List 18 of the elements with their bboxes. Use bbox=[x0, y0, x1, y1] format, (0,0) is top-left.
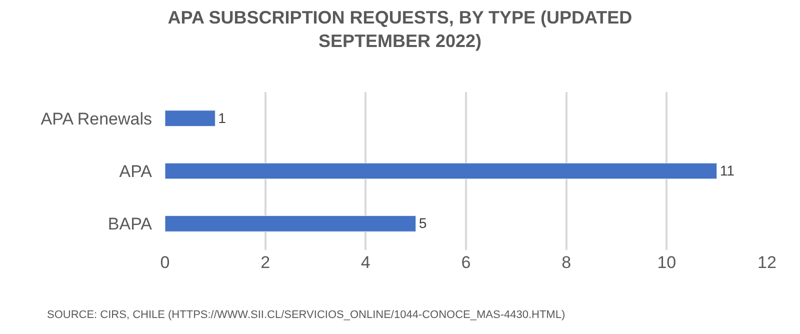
x-tick-label: 2 bbox=[260, 253, 270, 272]
x-tick-label: 8 bbox=[562, 253, 572, 272]
source-note: SOURCE: CIRS, CHILE (HTTPS://WWW.SII.CL/SERVICIOS_ONLINE/1044-CONOCE_MAS-4430.HTML) bbox=[47, 309, 566, 321]
chart-title: APA SUBSCRIPTION REQUESTS, BY TYPE (UPDATED SEPTEMBER 2022) bbox=[168, 7, 632, 51]
y-tick-label: APA Renewals bbox=[40, 109, 152, 128]
x-tick-label: 4 bbox=[360, 253, 370, 272]
x-tick-label: 10 bbox=[657, 253, 676, 272]
data-label: 5 bbox=[418, 215, 427, 232]
x-tick-label: 12 bbox=[758, 253, 776, 272]
bar bbox=[165, 110, 216, 126]
bar bbox=[165, 162, 718, 180]
bar bbox=[165, 216, 416, 232]
data-label: 11 bbox=[720, 162, 735, 179]
x-tick-label: 0 bbox=[160, 253, 170, 272]
data-label: 1 bbox=[218, 110, 226, 126]
y-tick-label: BAPA bbox=[108, 214, 153, 234]
x-tick-label: 6 bbox=[461, 253, 471, 272]
y-tick-label: APA bbox=[119, 162, 153, 181]
